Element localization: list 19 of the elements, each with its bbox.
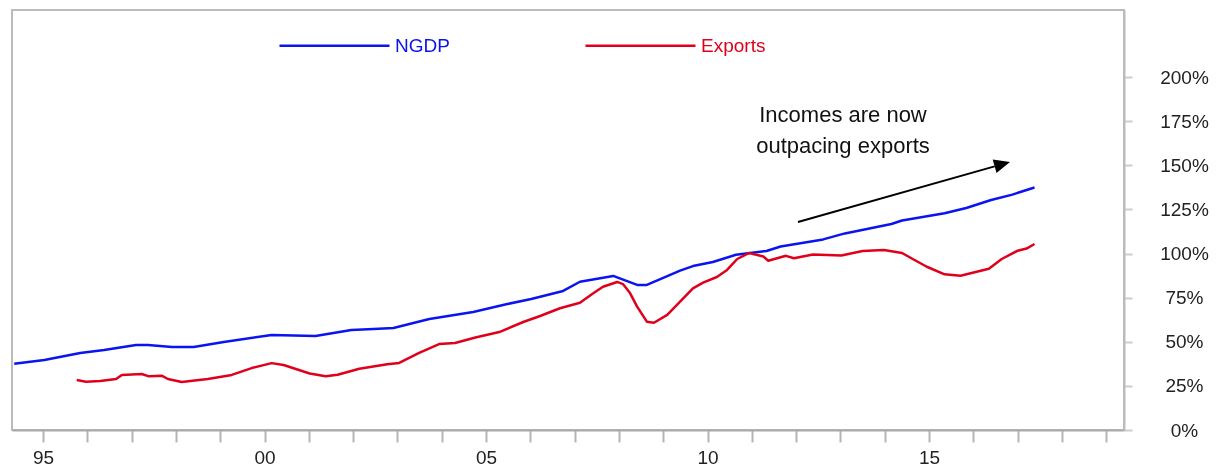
y-tick-label: 25%	[1165, 375, 1204, 397]
x-tick-label: 95	[32, 446, 55, 468]
x-tick-label: 05	[475, 446, 498, 468]
y-tick-label: 175%	[1160, 110, 1209, 132]
y-tick-label: 125%	[1160, 198, 1209, 220]
y-tick-label: 150%	[1160, 154, 1209, 176]
line-series	[12, 186, 1036, 365]
x-tick-label: 15	[919, 446, 941, 468]
x-tick-label: 00	[254, 446, 276, 468]
y-tick-label: 0%	[1170, 419, 1199, 441]
y-tick-label: 50%	[1165, 331, 1204, 353]
x-tick-label: 10	[697, 446, 719, 468]
y-tick-label: 75%	[1165, 287, 1204, 309]
line-series	[75, 242, 1036, 384]
text: Exports	[701, 34, 766, 56]
y-tick-label: 100%	[1160, 243, 1209, 265]
text: NGDP	[395, 34, 450, 56]
y-tick-label: 200%	[1160, 66, 1209, 88]
annotation: Incomes are now outpacing exports	[756, 102, 930, 158]
